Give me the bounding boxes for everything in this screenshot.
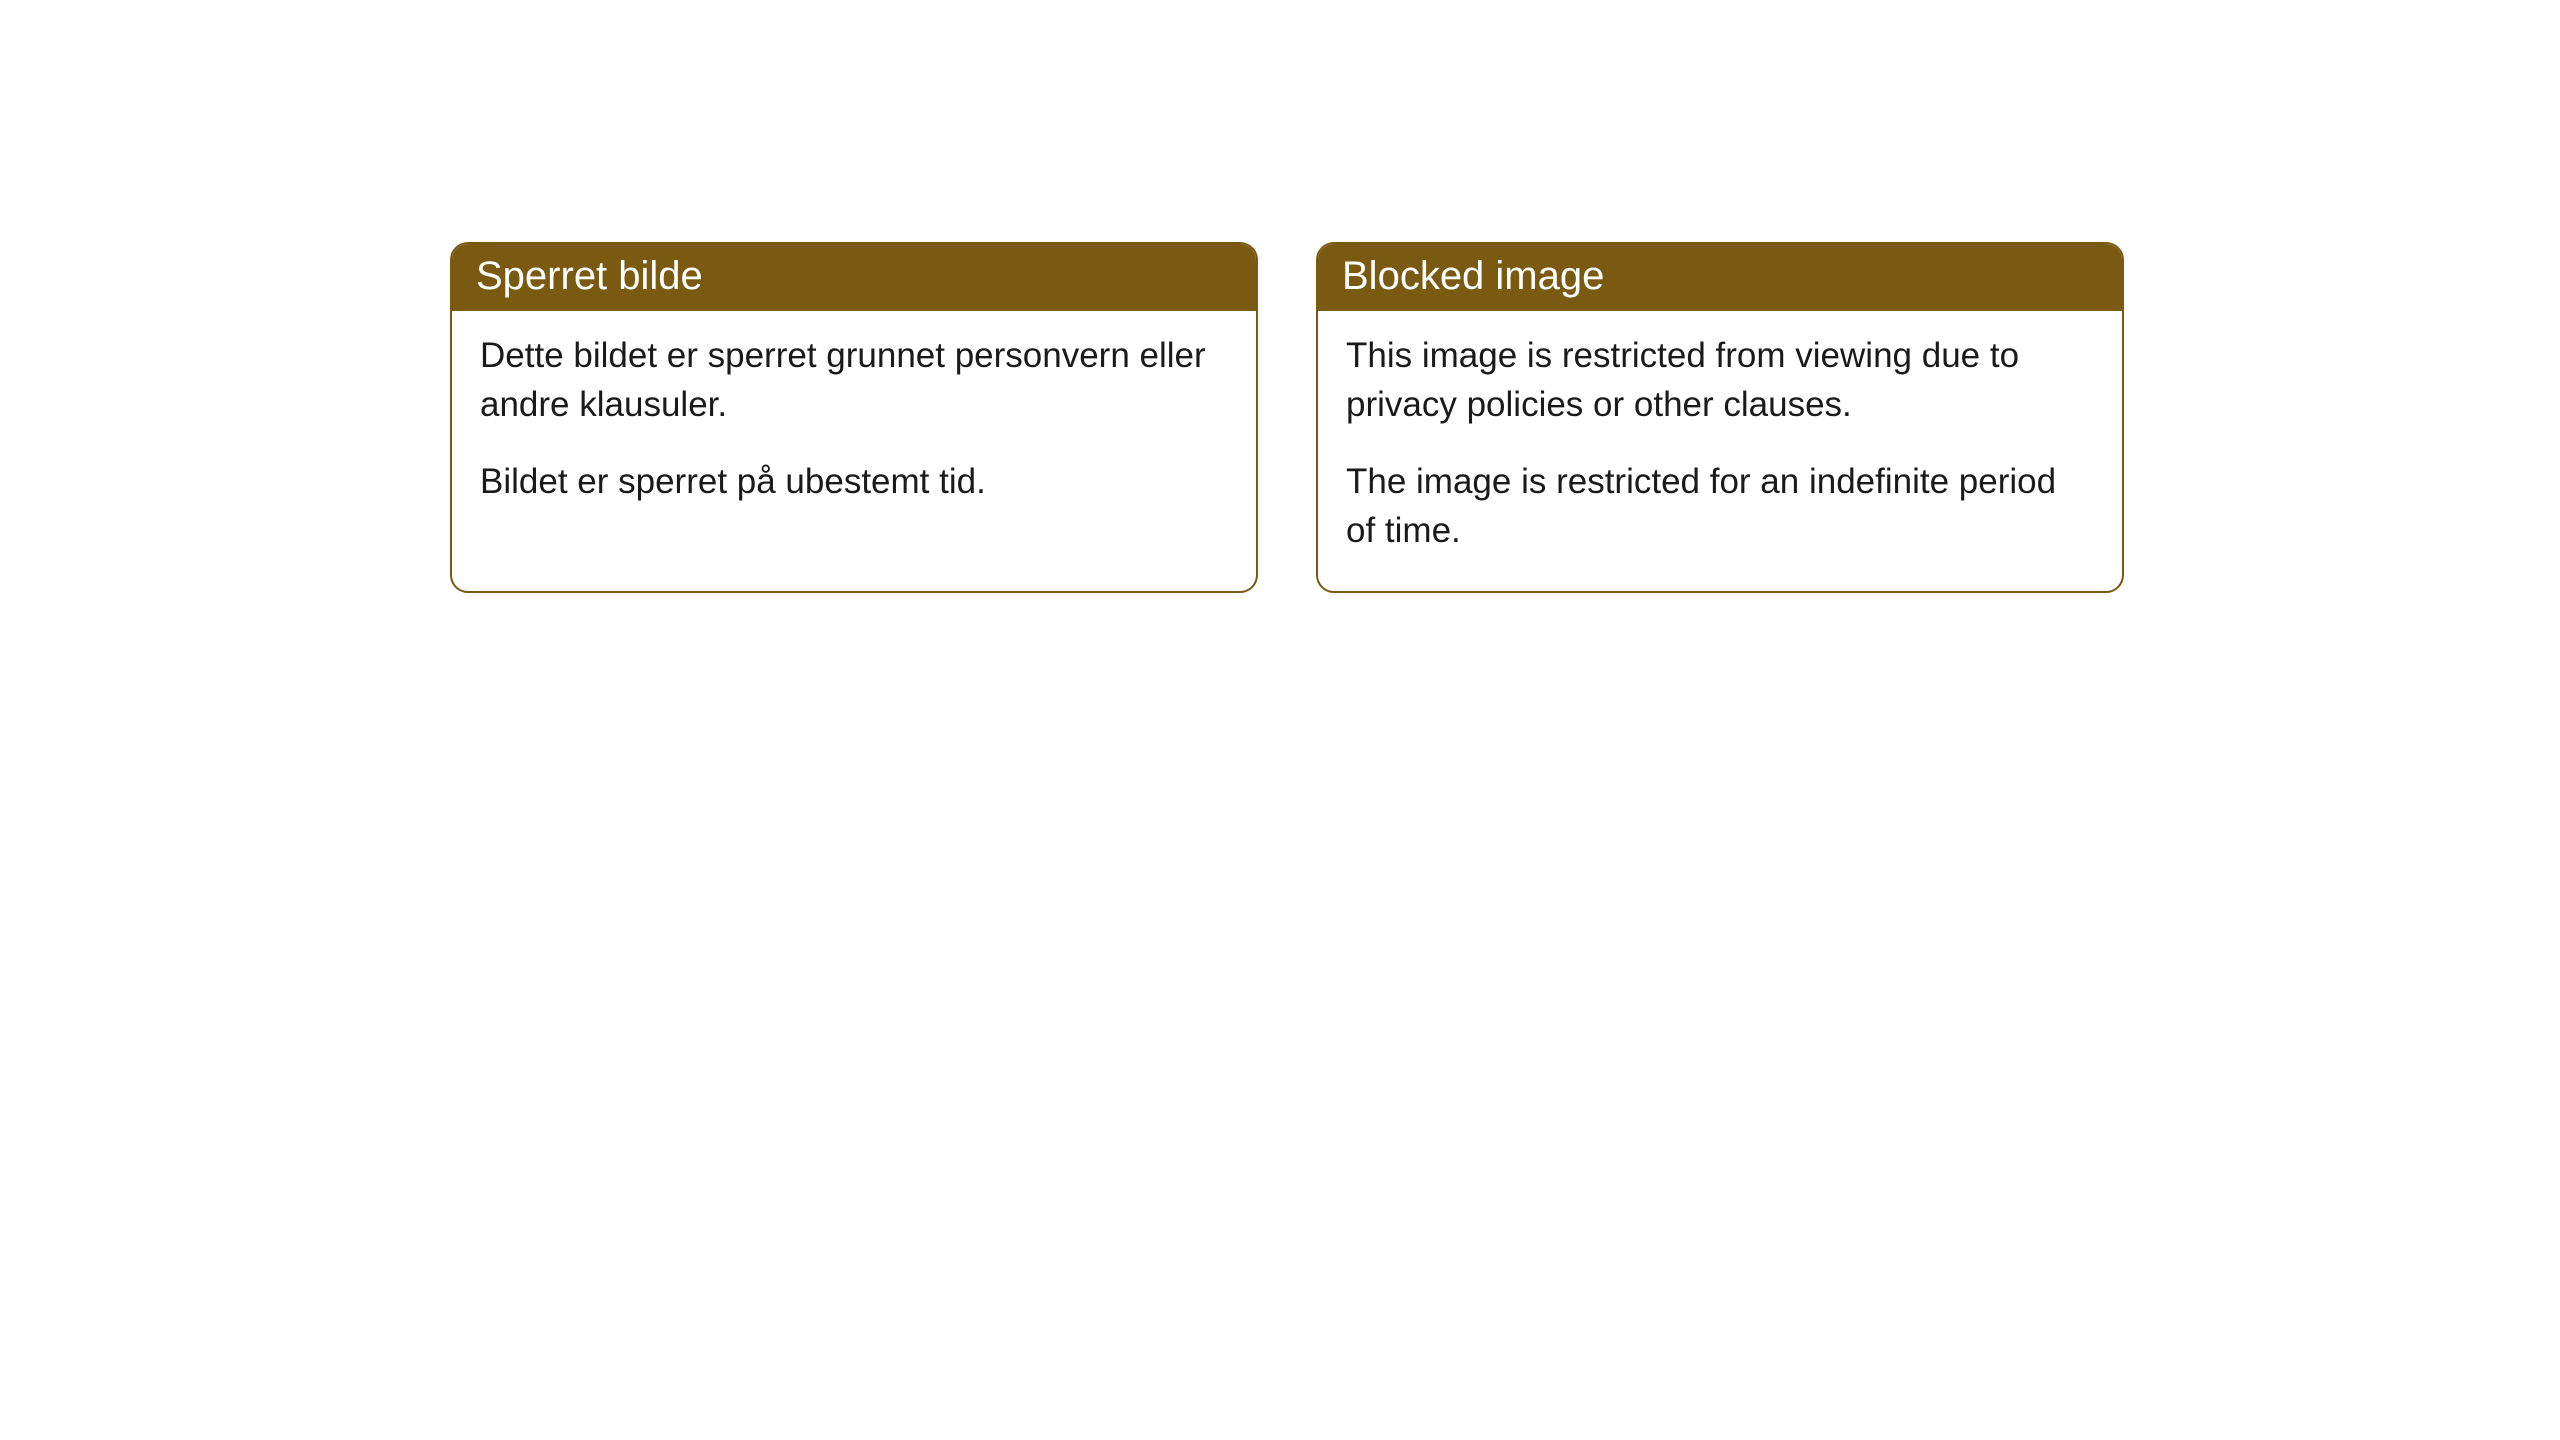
notice-paragraph-1: Dette bildet er sperret grunnet personve… <box>480 331 1228 429</box>
notice-header: Blocked image <box>1318 244 2122 311</box>
notice-card-norwegian: Sperret bilde Dette bildet er sperret gr… <box>450 242 1258 593</box>
notice-paragraph-1: This image is restricted from viewing du… <box>1346 331 2094 429</box>
notice-paragraph-2: The image is restricted for an indefinit… <box>1346 457 2094 555</box>
notice-container: Sperret bilde Dette bildet er sperret gr… <box>0 0 2560 593</box>
notice-body: This image is restricted from viewing du… <box>1318 311 2122 591</box>
notice-paragraph-2: Bildet er sperret på ubestemt tid. <box>480 457 1228 506</box>
notice-card-english: Blocked image This image is restricted f… <box>1316 242 2124 593</box>
notice-body: Dette bildet er sperret grunnet personve… <box>452 311 1256 542</box>
notice-header: Sperret bilde <box>452 244 1256 311</box>
